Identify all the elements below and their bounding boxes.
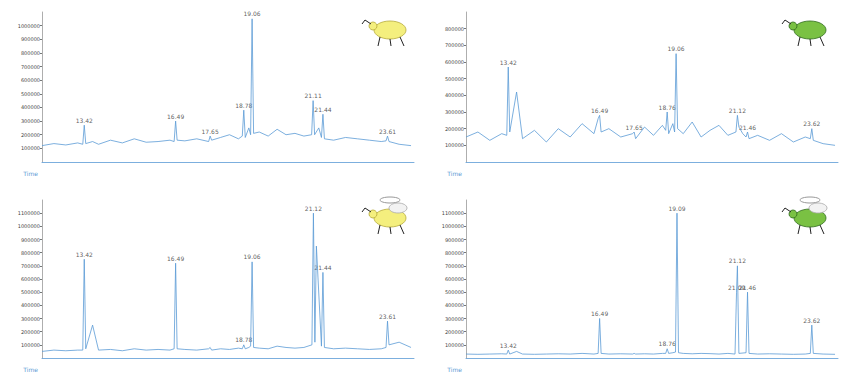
svg-text:900000: 900000 [21, 36, 40, 42]
svg-text:16.49: 16.49 [167, 113, 184, 120]
svg-text:500000: 500000 [21, 289, 40, 295]
svg-text:21.12: 21.12 [729, 257, 746, 264]
svg-text:21.44: 21.44 [314, 106, 331, 113]
svg-text:300000: 300000 [445, 109, 464, 115]
svg-text:900000: 900000 [445, 237, 464, 243]
svg-text:19.06: 19.06 [244, 10, 261, 17]
svg-text:23.62: 23.62 [803, 120, 820, 127]
svg-text:600000: 600000 [21, 77, 40, 83]
svg-text:19.06: 19.06 [668, 45, 685, 52]
svg-text:18.78: 18.78 [235, 102, 252, 109]
svg-text:23.61: 23.61 [379, 128, 396, 135]
svg-text:600000: 600000 [445, 276, 464, 282]
svg-text:800000: 800000 [445, 250, 464, 256]
svg-text:13.42: 13.42 [500, 59, 517, 66]
svg-text:21.44: 21.44 [314, 263, 332, 271]
svg-text:19.06: 19.06 [244, 253, 261, 260]
svg-text:Time: Time [22, 170, 38, 177]
svg-text:Time: Time [446, 170, 462, 177]
svg-text:500000: 500000 [445, 289, 464, 295]
svg-text:900000: 900000 [21, 237, 40, 243]
svg-text:600000: 600000 [21, 276, 40, 282]
svg-text:21.46: 21.46 [739, 284, 756, 291]
svg-text:19.09: 19.09 [668, 205, 685, 212]
svg-text:100000: 100000 [21, 145, 40, 151]
svg-text:Time: Time [22, 366, 38, 373]
svg-text:200000: 200000 [21, 132, 40, 138]
svg-text:1000000: 1000000 [442, 223, 464, 229]
svg-text:100000: 100000 [445, 342, 464, 348]
svg-text:18.76: 18.76 [659, 340, 676, 347]
svg-text:400000: 400000 [21, 104, 40, 110]
svg-text:700000: 700000 [445, 42, 464, 48]
svg-text:1000000: 1000000 [18, 23, 40, 29]
svg-text:13.42: 13.42 [76, 251, 93, 258]
svg-text:16.49: 16.49 [591, 310, 608, 317]
svg-text:21.12: 21.12 [305, 205, 322, 212]
svg-text:18.76: 18.76 [659, 104, 676, 111]
svg-text:400000: 400000 [445, 92, 464, 98]
svg-text:13.42: 13.42 [500, 342, 517, 349]
svg-text:1100000: 1100000 [18, 210, 40, 216]
svg-text:800000: 800000 [445, 26, 464, 32]
svg-text:17.65: 17.65 [202, 128, 219, 135]
svg-text:200000: 200000 [21, 329, 40, 335]
svg-text:800000: 800000 [21, 50, 40, 56]
svg-text:13.42: 13.42 [76, 117, 93, 124]
svg-text:16.49: 16.49 [167, 255, 184, 262]
svg-text:500000: 500000 [21, 91, 40, 97]
svg-text:300000: 300000 [21, 316, 40, 322]
svg-text:1000000: 1000000 [18, 223, 40, 229]
svg-text:400000: 400000 [21, 302, 40, 308]
svg-text:18.78: 18.78 [235, 336, 252, 343]
svg-text:23.62: 23.62 [803, 317, 820, 324]
svg-text:200000: 200000 [445, 126, 464, 132]
svg-text:700000: 700000 [21, 64, 40, 70]
svg-text:400000: 400000 [445, 302, 464, 308]
svg-text:800000: 800000 [21, 250, 40, 256]
svg-text:17.65: 17.65 [626, 124, 643, 131]
svg-text:500000: 500000 [445, 76, 464, 82]
svg-text:21.46: 21.46 [739, 124, 756, 131]
svg-text:300000: 300000 [445, 316, 464, 322]
svg-text:16.49: 16.49 [591, 107, 608, 114]
svg-text:21.11: 21.11 [305, 92, 322, 99]
svg-text:1100000: 1100000 [442, 210, 464, 216]
svg-text:21.12: 21.12 [729, 107, 746, 114]
svg-text:700000: 700000 [445, 263, 464, 269]
svg-text:300000: 300000 [21, 118, 40, 124]
svg-text:100000: 100000 [445, 142, 464, 148]
svg-text:100000: 100000 [21, 342, 40, 348]
svg-text:600000: 600000 [445, 59, 464, 65]
svg-text:23.61: 23.61 [379, 313, 396, 320]
svg-text:700000: 700000 [21, 263, 40, 269]
svg-text:Time: Time [446, 366, 462, 373]
svg-text:200000: 200000 [445, 329, 464, 335]
